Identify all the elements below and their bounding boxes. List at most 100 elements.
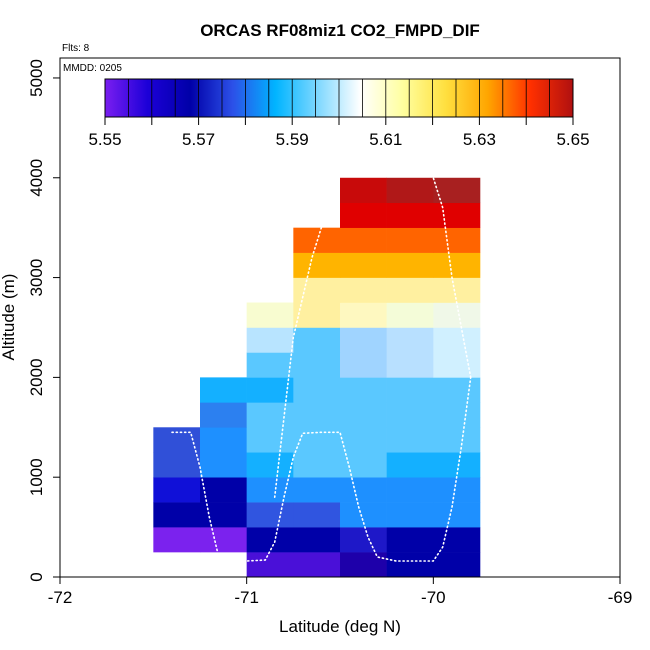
date-note: MMDD: 0205 [63,63,122,74]
heatmap-cell [433,377,481,403]
heatmap-cell [153,527,201,553]
heatmap-cell [433,402,481,428]
heatmap-cell [340,377,387,403]
heatmap-cell [293,552,341,578]
heatmap-cell [340,227,387,253]
x-tick-label: -72 [48,588,73,607]
heatmap-cell [340,477,387,503]
flight-track-3 [432,177,472,379]
y-axis: 0 1000 2000 3000 4000 5000 [27,59,60,582]
heatmap-cell [340,202,387,228]
heatmap-cell [433,277,481,303]
x-tick-label: -71 [234,588,259,607]
heatmap-cell [433,327,481,353]
colorbar-tick-label: 5.59 [276,130,309,149]
y-tick-label: 3000 [27,259,46,297]
heatmap-cell [153,452,201,478]
heatmap-cell [433,527,481,553]
heatmap-cell [340,527,387,553]
heatmap-cell [433,252,481,278]
heatmap-cell [246,527,294,553]
heatmap-cell [293,402,341,428]
flight-track-1 [171,376,472,562]
y-axis-label: Altitude (m) [0,274,18,361]
heatmap-cell [246,377,294,403]
heatmap-cell [340,352,387,378]
heatmap-cell [386,352,434,378]
heatmap-cell [200,427,247,453]
heatmap-cell [433,177,481,204]
heatmap-cell [200,377,247,403]
heatmap-cell [200,527,247,553]
colorbar-tick-label: 5.57 [182,130,215,149]
y-tick-label: 4000 [27,159,46,197]
heatmap-cell [386,302,434,328]
heatmap-cell [386,227,434,253]
heatmap-cell [246,502,294,528]
heatmap-cell [246,552,294,578]
heatmap-cell [340,402,387,428]
y-tick-label: 0 [27,572,46,581]
x-axis-label: Latitude (deg N) [279,617,401,636]
heatmap-cell [386,452,434,478]
heatmap-cell [340,452,387,478]
heatmap-cell [340,252,387,278]
heatmap-cell [293,327,341,353]
heatmap-cell [340,552,387,578]
x-axis: -72 -71 -70 -69 [48,577,633,607]
y-tick-label: 1000 [27,458,46,496]
heatmap-cell [340,177,387,204]
colorbar-tick-label: 5.63 [463,130,496,149]
heatmap-cell [293,252,341,278]
heatmap-cell [340,302,387,328]
heatmap-cell [340,277,387,303]
x-tick-label: -69 [608,588,633,607]
heatmap-cell [433,502,481,528]
y-tick-label: 5000 [27,59,46,97]
flight-track-2 [273,177,341,499]
plot-frame [59,57,621,578]
colorbar-tick-label: 5.61 [369,130,402,149]
heatmap-cell [386,552,434,578]
heatmap-cell [293,527,341,553]
heatmap-cell [386,277,434,303]
heatmap-cell [386,377,434,403]
heatmap-cell [293,277,341,303]
heatmap-cell [386,177,434,204]
heatmap-cell [433,552,481,578]
colorbar-tick-label: 5.65 [556,130,589,149]
colorbar: 5.55 5.57 5.59 5.61 5.63 5.65 [88,78,590,149]
heatmap-cell [293,352,341,378]
heatmap-cell [293,377,341,403]
heatmap-cell [293,502,341,528]
heatmap-cell [386,427,434,453]
chart-title: ORCAS RF08miz1 CO2_FMPD_DIF [200,21,480,40]
heatmap-cell [246,302,294,328]
heatmap-cell [433,227,481,253]
heatmap-cell [200,477,247,503]
x-tick-label: -70 [421,588,446,607]
heatmap-cell [246,477,294,503]
heatmap-cell [200,502,247,528]
heatmap-cell [433,477,481,503]
heatmap-cell [293,427,341,453]
heatmap-cell [293,452,341,478]
heatmap-cell [386,502,434,528]
heatmap-cell [386,327,434,353]
heatmap-cell [246,427,294,453]
heatmap-cell [386,402,434,428]
heatmap-cell [200,402,247,428]
heatmap-cell [433,202,481,228]
heatmap-cell [293,302,341,328]
flights-note: Flts: 8 [62,43,90,54]
heatmap-cell [246,352,294,378]
heatmap-cells [153,177,481,578]
heatmap-cell [386,527,434,553]
heatmap-cell [433,427,481,453]
heatmap-cell [386,477,434,503]
colorbar-tick-label: 5.55 [88,130,121,149]
y-tick-label: 2000 [27,358,46,396]
heatmap-cell [153,477,201,503]
heatmap-cell [293,477,341,503]
